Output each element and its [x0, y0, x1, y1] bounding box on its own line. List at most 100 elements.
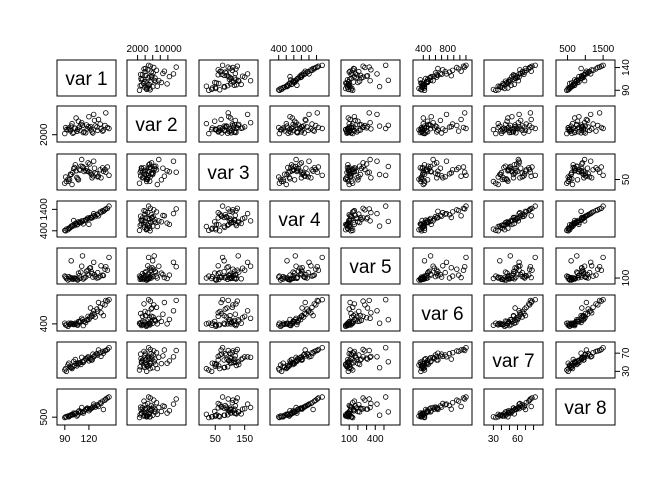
data-point: [424, 272, 430, 279]
panel-r4-c4: var 4: [269, 200, 330, 238]
data-point: [350, 124, 357, 130]
panel-r6-c4: [269, 294, 330, 332]
data-point: [151, 253, 157, 259]
data-point: [73, 115, 79, 121]
data-point: [88, 312, 94, 319]
data-point: [427, 163, 434, 170]
data-point: [100, 168, 107, 174]
data-point: [511, 81, 517, 88]
data-point: [98, 353, 104, 360]
data-point: [308, 263, 314, 269]
data-point: [151, 359, 157, 365]
data-point: [600, 203, 606, 209]
data-point: [221, 269, 227, 275]
data-point: [434, 124, 440, 130]
data-point: [85, 215, 91, 221]
data-point: [515, 156, 521, 163]
panel-r1-c8: [555, 59, 616, 97]
data-point: [79, 218, 86, 225]
data-point: [490, 178, 497, 185]
data-point: [581, 354, 588, 360]
panel-r3-c8: [555, 153, 616, 191]
data-point: [156, 263, 162, 269]
data-point: [567, 226, 573, 233]
data-point: [426, 268, 433, 274]
data-point: [88, 357, 94, 363]
data-point: [241, 74, 248, 80]
data-point: [363, 125, 370, 131]
data-point: [106, 172, 112, 178]
data-point: [431, 73, 437, 79]
data-point: [352, 117, 358, 124]
data-point: [368, 126, 374, 132]
data-point: [523, 304, 529, 310]
data-point: [143, 226, 149, 233]
data-point: [501, 164, 507, 171]
data-point: [227, 312, 233, 319]
data-point: [579, 124, 586, 130]
data-point: [103, 206, 109, 212]
data-point: [218, 351, 225, 357]
data-point: [527, 297, 534, 304]
axis-left-var8: 500: [39, 408, 57, 426]
data-point: [71, 275, 78, 281]
data-point: [161, 347, 168, 353]
data-point: [100, 406, 107, 413]
panel-r6-c3: [198, 294, 259, 332]
data-point: [233, 348, 239, 355]
tick-label: 1500: [592, 44, 615, 55]
data-point: [170, 259, 177, 265]
panel-r1-c5: [340, 59, 401, 97]
data-point: [306, 158, 312, 164]
data-point: [510, 214, 517, 221]
data-point: [510, 269, 517, 275]
tick-label: 90: [59, 434, 71, 445]
data-point: [350, 319, 357, 325]
data-point: [510, 72, 517, 78]
data-point: [575, 76, 581, 83]
data-point: [505, 85, 511, 91]
data-point: [284, 412, 290, 418]
data-point: [148, 350, 154, 357]
data-point: [143, 312, 149, 319]
panel-r1-c2: [126, 59, 187, 97]
data-point: [233, 207, 239, 214]
data-point: [219, 62, 226, 69]
data-point: [290, 360, 296, 366]
data-point: [103, 396, 109, 402]
axis-bottom-var1: 90 120: [59, 425, 98, 445]
data-point: [206, 130, 212, 137]
data-point: [170, 308, 177, 314]
data-point: [221, 214, 227, 221]
data-point: [137, 351, 144, 357]
panel-r4-c3: [198, 200, 259, 238]
data-point: [376, 320, 383, 326]
data-point: [148, 166, 154, 172]
data-point: [148, 313, 155, 319]
data-point: [230, 319, 237, 325]
panel-frame: [269, 294, 330, 332]
data-point: [304, 124, 310, 130]
data-point: [458, 173, 464, 179]
data-point: [221, 72, 227, 78]
data-point: [497, 171, 503, 178]
data-point: [579, 161, 585, 167]
data-point: [345, 81, 351, 87]
data-point: [151, 64, 157, 71]
data-point: [435, 405, 441, 411]
data-point: [437, 117, 444, 124]
data-point: [62, 322, 69, 328]
data-point: [383, 172, 389, 178]
data-point: [140, 318, 146, 325]
data-point: [140, 408, 146, 414]
variable-label: var 1: [65, 69, 107, 90]
data-point: [212, 276, 218, 282]
data-point: [305, 127, 311, 134]
data-point: [153, 67, 160, 73]
panel-r1-c4: [269, 59, 330, 97]
variable-label: var 3: [207, 163, 249, 184]
data-point: [569, 126, 575, 133]
data-point: [580, 269, 587, 275]
data-point: [62, 365, 69, 372]
data-point: [319, 345, 325, 351]
